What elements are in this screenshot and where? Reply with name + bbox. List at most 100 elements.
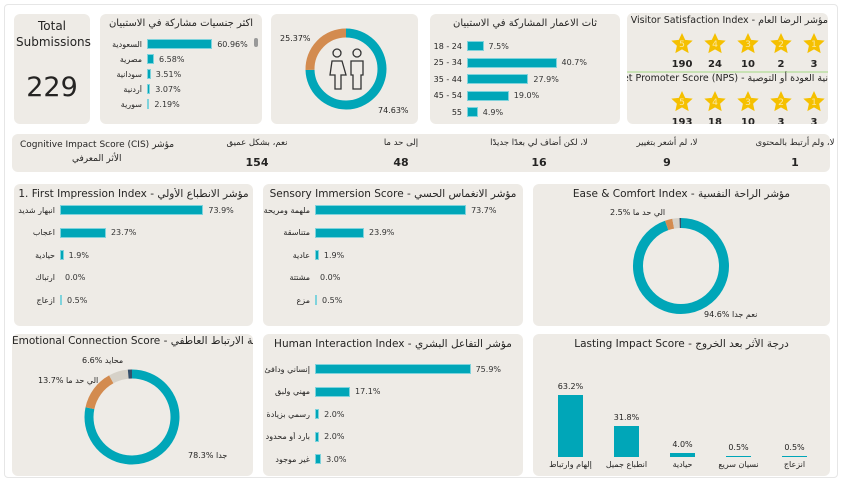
- emotional-card: Emotional Connection Score - درجة الارتب…: [12, 334, 253, 476]
- bar-value-label: 7.5%: [488, 41, 509, 51]
- bar-value-label: 73.9%: [208, 205, 234, 215]
- human-card: Human Interaction Index - مؤشر التفاعل ا…: [263, 334, 523, 476]
- donut-slice[interactable]: [665, 218, 675, 231]
- bar-row: سودانية 3.51%: [100, 68, 181, 80]
- ease-label-somewhat: 2.5% الي حد ما: [610, 208, 666, 217]
- bar-category-label: أردنية: [123, 84, 142, 94]
- bar-value-label: 1.9%: [323, 250, 345, 260]
- nationality-title: اكثر جنسيات مشاركة في الاستبيان: [108, 18, 254, 29]
- star-rating-item: 4 18: [704, 91, 726, 124]
- bar-category-label: 18 - 24: [433, 41, 462, 51]
- bar[interactable]: [782, 455, 807, 457]
- donut-slice[interactable]: [84, 369, 180, 465]
- bar-value-label: 19.0%: [513, 91, 540, 100]
- bar[interactable]: [147, 84, 151, 94]
- bar-row: حيادية 1.9%: [14, 249, 89, 261]
- bar[interactable]: [60, 227, 106, 238]
- bar-row: ملهمة ومريحة 73.7%: [263, 204, 497, 216]
- bar[interactable]: [467, 41, 484, 51]
- emotional-label-neutral: 6.6% محايد: [82, 356, 124, 365]
- bar[interactable]: [60, 250, 64, 260]
- bar[interactable]: [726, 455, 751, 457]
- bar-value-label: 1.9%: [68, 250, 89, 260]
- star-count: 10: [741, 59, 755, 70]
- bar[interactable]: [614, 425, 639, 457]
- lasting-title: Lasting Impact Score - درجة الأثر بعد ال…: [574, 338, 789, 350]
- bar[interactable]: [315, 386, 351, 397]
- bar[interactable]: [558, 395, 583, 457]
- bar-category-label: غير موجود: [275, 454, 310, 464]
- ages-card: ثات الاعمار المشاركة في الاستبيان 18 - 2…: [430, 14, 620, 124]
- bar[interactable]: [315, 227, 364, 238]
- gender-card: 74.63% 25.37%: [271, 14, 418, 124]
- star-count: 3: [777, 117, 785, 124]
- total-submissions-value: 229: [26, 72, 78, 103]
- bar-category-label: بارد أو محدود: [265, 432, 310, 441]
- star-count: 3: [810, 117, 818, 124]
- star-rating-item: 5 193: [671, 91, 693, 124]
- donut-slice[interactable]: [633, 218, 729, 314]
- bar[interactable]: [315, 409, 320, 419]
- bar-value-label: 63.2%: [557, 382, 584, 392]
- bar[interactable]: [467, 57, 557, 68]
- ages-title: ثات الاعمار المشاركة في الاستبيان: [452, 18, 597, 29]
- bar-category-label: مشتتة: [289, 273, 310, 282]
- donut-slice[interactable]: [85, 375, 114, 410]
- bar[interactable]: [670, 453, 695, 457]
- cis-column-label: لا، لم أشعر بتغيير: [636, 138, 698, 148]
- scrollbar[interactable]: [254, 38, 258, 47]
- bar[interactable]: [60, 295, 62, 305]
- star-icon: 1: [803, 33, 825, 54]
- bar-row: اعجاب 23.7%: [14, 227, 136, 239]
- donut-slice[interactable]: [109, 369, 129, 384]
- sensory-card: Sensory Immersion Score - مؤشر الانغماس …: [263, 184, 523, 326]
- donut-slice[interactable]: [305, 28, 387, 110]
- donut-slice[interactable]: [305, 28, 347, 70]
- bar[interactable]: [315, 205, 467, 215]
- cis-column: نعم، بشكل عميق 154: [202, 138, 312, 169]
- cis-column-label: نعم، بشكل عميق: [226, 138, 288, 148]
- star-rating-item: 3 10: [737, 33, 759, 70]
- bar-row: أردنية 3.07%: [100, 83, 181, 95]
- cis-column-value: 48: [393, 156, 409, 169]
- first-impression-card: 1. First Impression Index - مؤشر الانطبا…: [14, 184, 253, 326]
- bar[interactable]: [147, 39, 213, 49]
- bar[interactable]: [467, 90, 509, 101]
- ease-card: Ease & Comfort Index - مؤشر الراحة النفس…: [533, 184, 830, 326]
- bar-category-label: حيادية: [672, 460, 693, 469]
- bar-value-label: 0.5%: [784, 442, 805, 452]
- bar[interactable]: [467, 74, 529, 84]
- ease-title: Ease & Comfort Index - مؤشر الراحة النفس…: [572, 188, 791, 200]
- cis-card: Cognitive Impact Score (CIS) مؤشر الأثر …: [12, 134, 835, 172]
- satisfaction-card: Visitor Satisfaction Index - مؤشر الرضا …: [627, 13, 828, 124]
- bar-value-label: 0.5%: [322, 295, 343, 305]
- bar-value-label: 2.0%: [324, 432, 345, 441]
- bar[interactable]: [315, 364, 471, 374]
- bar[interactable]: [60, 205, 204, 215]
- bar-category-label: انطباع جميل: [605, 460, 648, 469]
- star-rating-item: 5 190: [671, 33, 693, 70]
- bar-value-label: 23.7%: [110, 228, 137, 237]
- bar[interactable]: [315, 250, 319, 260]
- bar[interactable]: [467, 107, 478, 117]
- star-count: 3: [810, 59, 818, 70]
- bar[interactable]: [147, 69, 151, 79]
- bar-category-label: ملهمة ومريحة: [263, 205, 310, 215]
- cis-column: لا، لكن أضاف لي بعدًا جديدًا 16: [484, 138, 594, 169]
- cis-column-label: لا، لكن أضاف لي بعدًا جديدًا: [490, 138, 588, 148]
- bar-value-label: 4.0%: [672, 440, 693, 450]
- bar-category-label: مصرية: [119, 54, 142, 64]
- bar[interactable]: [147, 54, 155, 64]
- bar-value-label: 0.5%: [728, 442, 749, 452]
- bar[interactable]: [315, 295, 317, 305]
- svg-text:3: 3: [745, 98, 751, 108]
- bar[interactable]: [315, 454, 322, 464]
- svg-text:4: 4: [712, 40, 718, 50]
- bar[interactable]: [315, 431, 320, 442]
- star-icon: 1: [803, 91, 825, 112]
- donut-slice[interactable]: [672, 218, 680, 229]
- bar-category-label: 45 - 54: [433, 91, 462, 100]
- bar[interactable]: [147, 99, 150, 109]
- svg-text:3: 3: [745, 40, 751, 50]
- female-male-icon: [326, 47, 368, 97]
